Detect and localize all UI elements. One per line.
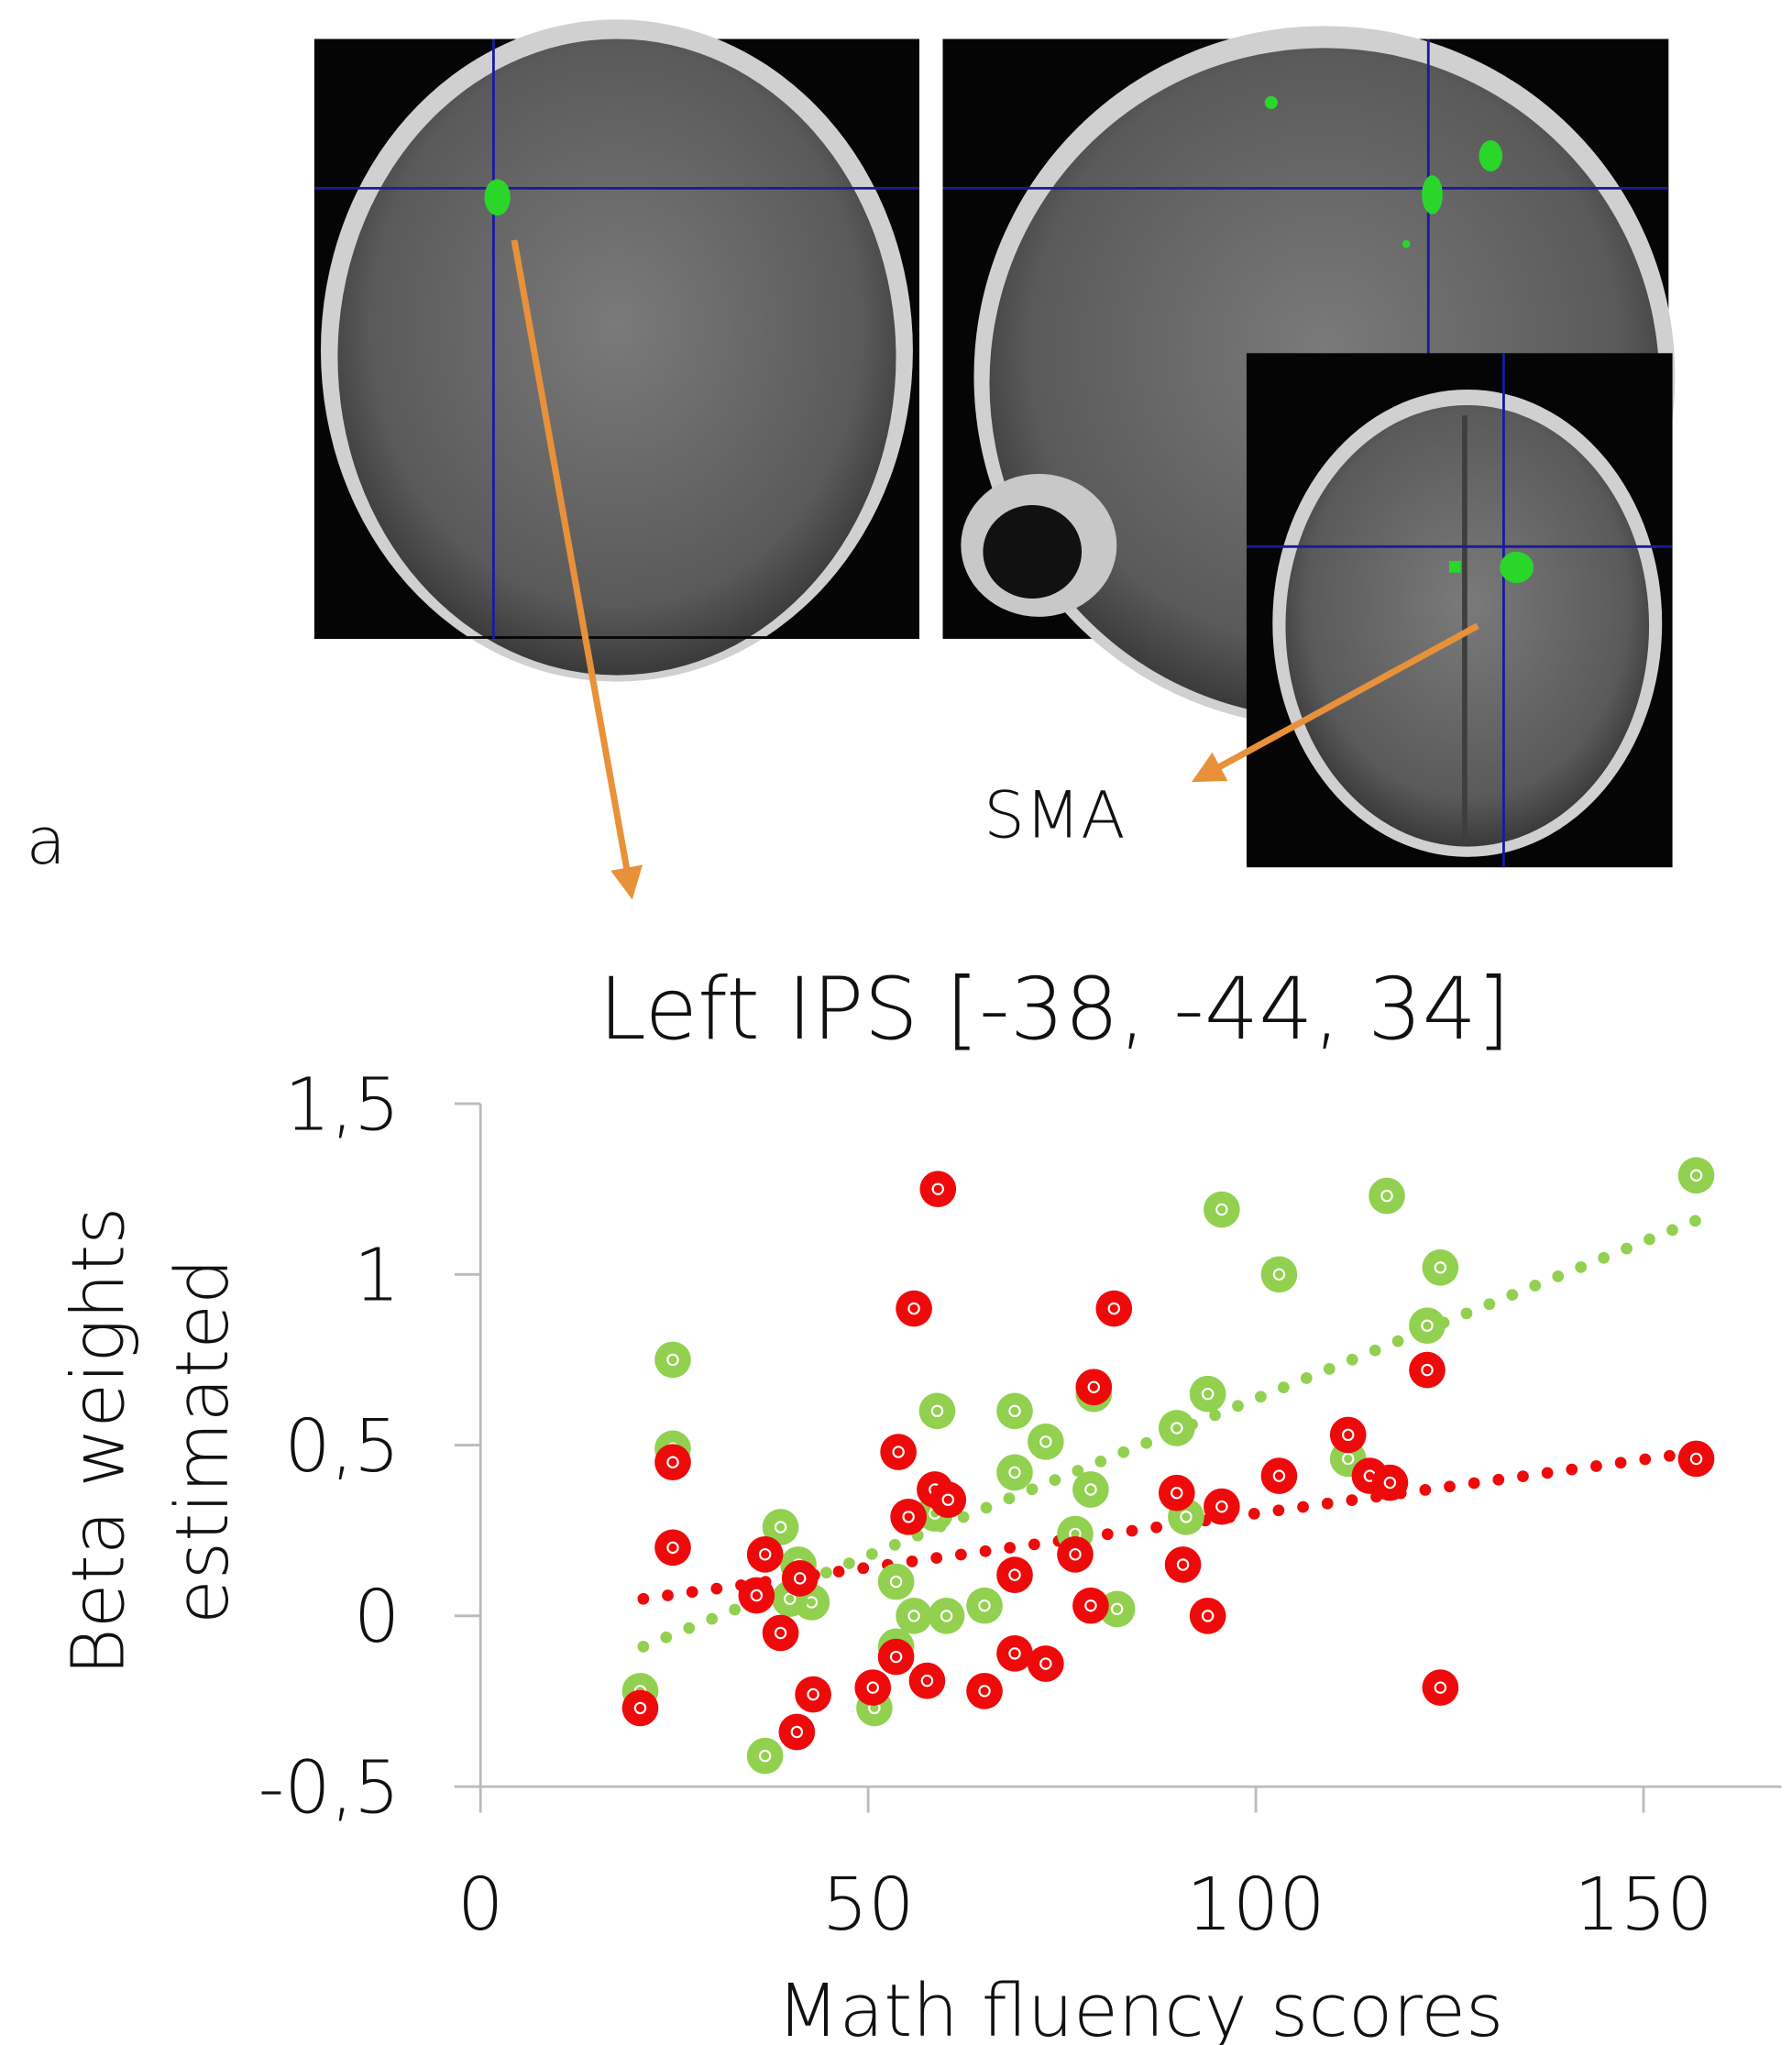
point [1204,1489,1240,1525]
point [1204,1192,1240,1228]
point [1261,1256,1298,1292]
point [896,1291,932,1327]
x-tick-label: 50 [822,1862,915,1947]
point [1409,1307,1446,1344]
x-tick-label: 150 [1574,1862,1712,1947]
chart-title: Left IPS [-38, -44, 34] [599,960,1511,1060]
point [919,1171,956,1207]
point [654,1444,691,1480]
point [919,1392,956,1429]
point [1159,1410,1195,1446]
point [1072,1588,1109,1624]
point [1190,1376,1226,1413]
point [1190,1598,1226,1634]
point [1165,1546,1202,1583]
point [854,1669,891,1706]
point [782,1560,819,1597]
point [909,1663,946,1699]
y-tick-label: 0 [354,1574,400,1659]
point [996,1556,1033,1593]
point [966,1673,1003,1710]
point [1075,1369,1112,1405]
axial-slice [1247,353,1673,867]
point [778,1714,815,1751]
point [996,1392,1033,1429]
point [739,1578,775,1614]
x-tick-label: 100 [1186,1862,1325,1947]
point [1423,1249,1459,1286]
point [1678,1441,1715,1478]
point [1423,1669,1459,1706]
point [795,1677,831,1713]
point [896,1598,932,1634]
point [1372,1465,1409,1501]
point [654,1530,691,1567]
point [747,1738,784,1775]
y-axis-label: estimated [159,1259,245,1624]
point [1369,1178,1405,1215]
panel-label: a [26,803,65,879]
y-tick-label: -0,5 [258,1744,401,1830]
point [1678,1157,1715,1193]
x-axis-label: Math fluency scores [776,1968,1503,2045]
annotation: SMA [984,777,1126,853]
point [929,1598,965,1634]
point [996,1635,1033,1672]
point [1330,1417,1367,1454]
point [1095,1291,1132,1327]
point [966,1588,1003,1624]
x-tick-label: 0 [457,1862,503,1947]
point [1072,1471,1109,1508]
point [654,1342,691,1379]
point [622,1690,659,1727]
figure: SMA a Left IPS [-38, -44, 34] Math fluen… [0,0,1792,2045]
point [1057,1536,1094,1573]
point [996,1455,1033,1491]
point [890,1499,927,1535]
point [878,1639,915,1676]
point [1159,1475,1195,1512]
y-axis-label: Beta weights [56,1207,141,1677]
point [1028,1645,1064,1682]
point [763,1615,799,1652]
point [1028,1424,1064,1460]
point [747,1536,784,1573]
y-tick-label: 1 [354,1233,400,1318]
coronal-slice [314,19,919,681]
point [929,1481,966,1518]
point [1261,1457,1298,1494]
y-tick-label: 0,5 [284,1403,400,1489]
point [878,1564,915,1600]
point [880,1434,917,1470]
point [1409,1352,1446,1389]
y-tick-label: 1,5 [284,1061,400,1147]
